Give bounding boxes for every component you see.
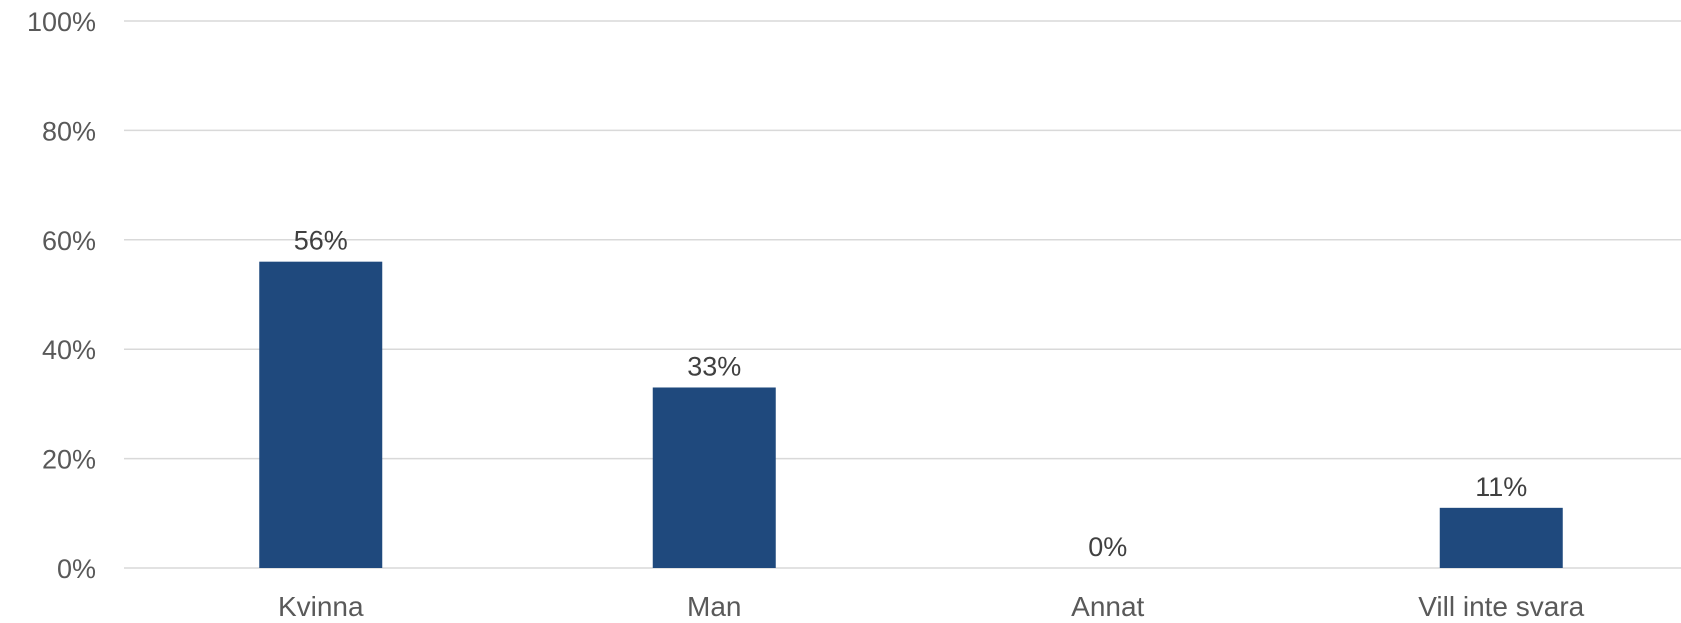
data-label: 11% xyxy=(1475,472,1527,502)
y-tick-label: 0% xyxy=(57,554,96,584)
y-tick-label: 20% xyxy=(42,445,96,475)
data-label: 0% xyxy=(1088,532,1127,562)
data-labels: 56% 33% 0% 11% xyxy=(294,226,1528,562)
data-label: 33% xyxy=(687,351,741,381)
bars xyxy=(259,261,1563,568)
y-tick-label: 100% xyxy=(27,7,96,37)
category-label: Vill inte svara xyxy=(1418,591,1584,622)
category-label: Kvinna xyxy=(278,591,364,622)
data-label: 56% xyxy=(294,226,348,256)
y-tick-label: 80% xyxy=(42,116,96,146)
y-tick-label: 60% xyxy=(42,226,96,256)
x-axis-categories: Kvinna Man Annat Vill inte svara xyxy=(278,591,1585,622)
gridlines xyxy=(124,20,1681,569)
bar xyxy=(259,261,383,568)
category-label: Man xyxy=(687,591,741,622)
y-axis-ticks: 0% 20% 40% 60% 80% 100% xyxy=(27,7,96,584)
bar xyxy=(1439,507,1563,568)
category-label: Annat xyxy=(1071,591,1144,622)
y-tick-label: 40% xyxy=(42,335,96,365)
bar xyxy=(652,387,776,568)
